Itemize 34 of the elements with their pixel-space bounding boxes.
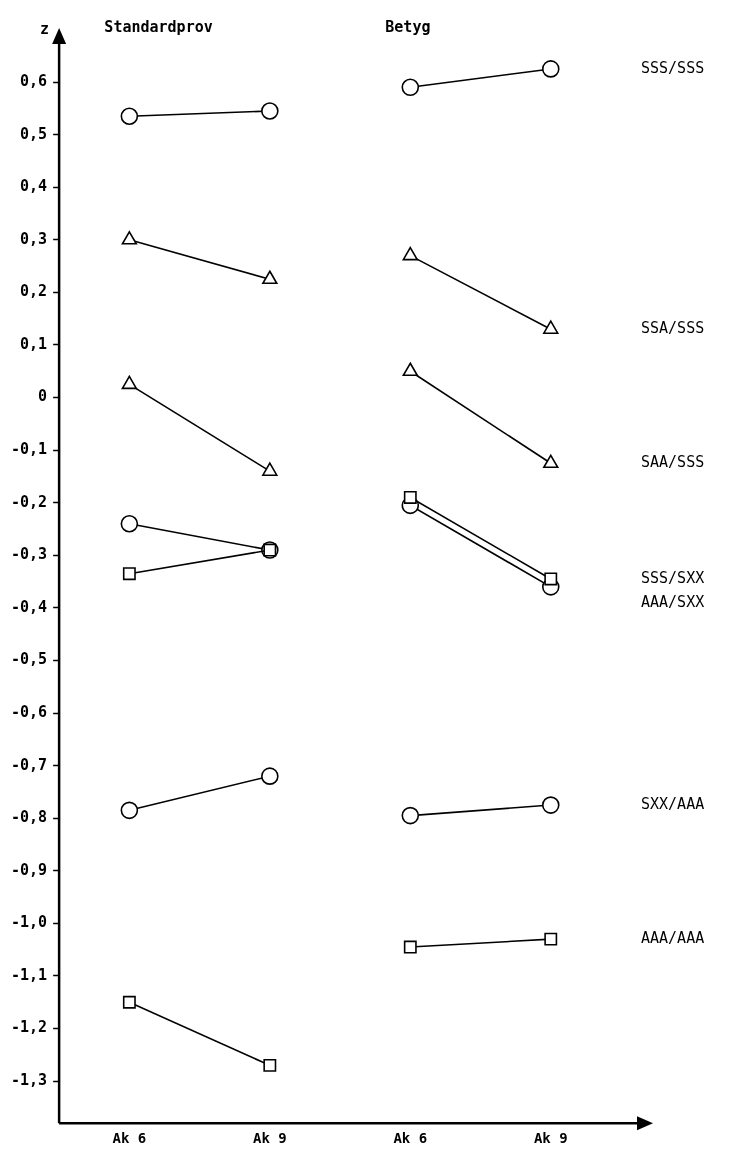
y-tick-label: -0,6 — [11, 702, 48, 721]
x-tick-label: Ak 9 — [252, 1130, 287, 1147]
text: SXX/AAA — [641, 794, 705, 813]
x-tick-label: Ak 6 — [393, 1130, 428, 1147]
x-tick-label: Ak 6 — [112, 1130, 147, 1147]
y-tick-label: -0,9 — [11, 860, 48, 879]
y-axis-title: z — [40, 19, 50, 38]
text: Standardprov — [104, 17, 213, 36]
text: AAA/SXX — [641, 592, 705, 611]
y-tick-label: -0,8 — [11, 808, 48, 827]
y-tick-label: 0,1 — [20, 334, 48, 353]
y-tick-label: -1,2 — [11, 1018, 48, 1037]
y-tick-label: -1,0 — [11, 913, 48, 932]
text: AAA/AAA — [641, 929, 705, 948]
y-tick-label: -1,1 — [11, 965, 48, 984]
y-tick-label: 0,5 — [20, 124, 48, 143]
y-tick-label: -0,7 — [11, 755, 48, 774]
y-tick-label: 0,4 — [20, 177, 48, 196]
y-tick-label: -0,5 — [11, 650, 48, 669]
y-tick-label: 0,3 — [20, 229, 48, 248]
text: SAA/SSS — [641, 453, 705, 472]
y-tick-label: 0 — [38, 387, 48, 406]
y-tick-label: -1,3 — [11, 1071, 48, 1090]
text: Betyg — [385, 17, 431, 36]
x-tick-label: Ak 9 — [533, 1130, 568, 1147]
y-tick-label: -0,3 — [11, 545, 48, 564]
text: SSA/SSS — [641, 319, 705, 338]
y-tick-label: -0,2 — [11, 492, 48, 511]
text: SSS/SSS — [641, 58, 705, 77]
text: SSS/SXX — [641, 568, 705, 587]
y-tick-label: -0,1 — [11, 440, 48, 459]
y-tick-label: 0,6 — [20, 71, 48, 90]
y-tick-label: 0,2 — [20, 282, 48, 301]
y-tick-label: -0,4 — [11, 597, 48, 616]
